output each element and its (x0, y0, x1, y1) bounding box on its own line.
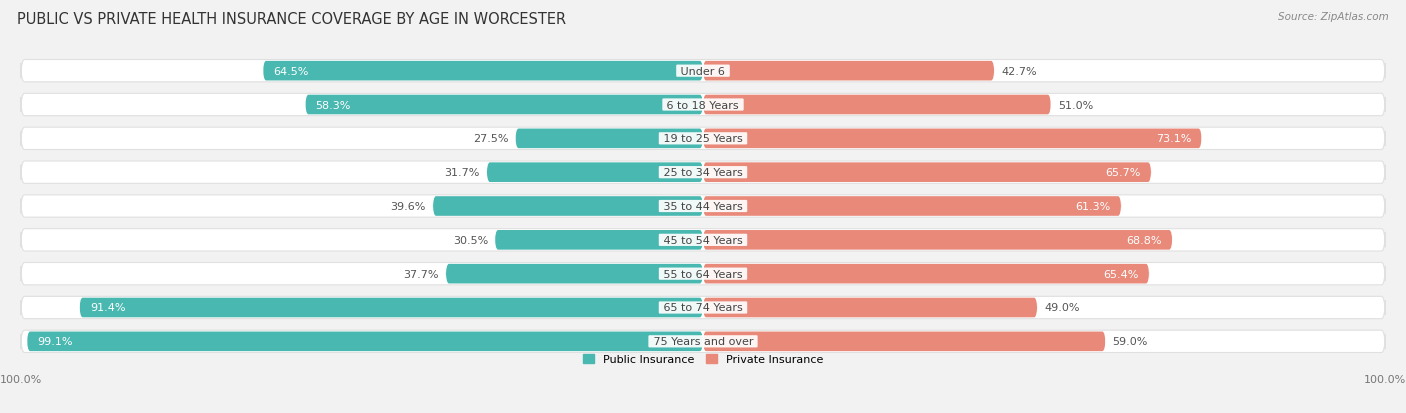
FancyBboxPatch shape (21, 128, 1385, 150)
Text: 49.0%: 49.0% (1045, 303, 1080, 313)
Text: 55 to 64 Years: 55 to 64 Years (659, 269, 747, 279)
Text: 91.4%: 91.4% (90, 303, 125, 313)
FancyBboxPatch shape (433, 197, 703, 216)
FancyBboxPatch shape (516, 129, 703, 149)
Text: 51.0%: 51.0% (1057, 100, 1092, 110)
Text: 39.6%: 39.6% (391, 202, 426, 211)
Text: 58.3%: 58.3% (315, 100, 352, 110)
FancyBboxPatch shape (486, 163, 703, 183)
Text: 75 Years and over: 75 Years and over (650, 337, 756, 347)
FancyBboxPatch shape (21, 229, 1385, 252)
FancyBboxPatch shape (21, 297, 1385, 319)
FancyBboxPatch shape (703, 129, 1202, 149)
FancyBboxPatch shape (21, 161, 1385, 184)
FancyBboxPatch shape (80, 298, 703, 318)
Text: 59.0%: 59.0% (1112, 337, 1147, 347)
FancyBboxPatch shape (21, 94, 1385, 116)
Text: 27.5%: 27.5% (472, 134, 509, 144)
FancyBboxPatch shape (703, 264, 1149, 284)
Text: 37.7%: 37.7% (404, 269, 439, 279)
Text: 73.1%: 73.1% (1156, 134, 1191, 144)
Text: 45 to 54 Years: 45 to 54 Years (659, 235, 747, 245)
Text: 99.1%: 99.1% (37, 337, 73, 347)
Text: 61.3%: 61.3% (1076, 202, 1111, 211)
FancyBboxPatch shape (21, 60, 1385, 83)
FancyBboxPatch shape (446, 264, 703, 284)
Text: 68.8%: 68.8% (1126, 235, 1163, 245)
Text: 19 to 25 Years: 19 to 25 Years (659, 134, 747, 144)
Text: 65 to 74 Years: 65 to 74 Years (659, 303, 747, 313)
FancyBboxPatch shape (703, 332, 1105, 351)
FancyBboxPatch shape (27, 332, 703, 351)
FancyBboxPatch shape (21, 330, 1385, 353)
Text: PUBLIC VS PRIVATE HEALTH INSURANCE COVERAGE BY AGE IN WORCESTER: PUBLIC VS PRIVATE HEALTH INSURANCE COVER… (17, 12, 567, 27)
FancyBboxPatch shape (495, 230, 703, 250)
Text: Under 6: Under 6 (678, 66, 728, 76)
Text: 35 to 44 Years: 35 to 44 Years (659, 202, 747, 211)
FancyBboxPatch shape (703, 163, 1152, 183)
FancyBboxPatch shape (703, 230, 1173, 250)
Text: 6 to 18 Years: 6 to 18 Years (664, 100, 742, 110)
Text: Source: ZipAtlas.com: Source: ZipAtlas.com (1278, 12, 1389, 22)
Text: 31.7%: 31.7% (444, 168, 479, 178)
FancyBboxPatch shape (21, 195, 1385, 218)
Text: 25 to 34 Years: 25 to 34 Years (659, 168, 747, 178)
FancyBboxPatch shape (21, 263, 1385, 285)
Text: 64.5%: 64.5% (273, 66, 309, 76)
Text: 30.5%: 30.5% (453, 235, 488, 245)
Text: 42.7%: 42.7% (1001, 66, 1036, 76)
FancyBboxPatch shape (305, 95, 703, 115)
FancyBboxPatch shape (703, 298, 1038, 318)
FancyBboxPatch shape (703, 197, 1121, 216)
Legend: Public Insurance, Private Insurance: Public Insurance, Private Insurance (583, 354, 823, 364)
Text: 65.7%: 65.7% (1105, 168, 1140, 178)
FancyBboxPatch shape (703, 95, 1050, 115)
FancyBboxPatch shape (703, 62, 994, 81)
Text: 65.4%: 65.4% (1104, 269, 1139, 279)
FancyBboxPatch shape (263, 62, 703, 81)
